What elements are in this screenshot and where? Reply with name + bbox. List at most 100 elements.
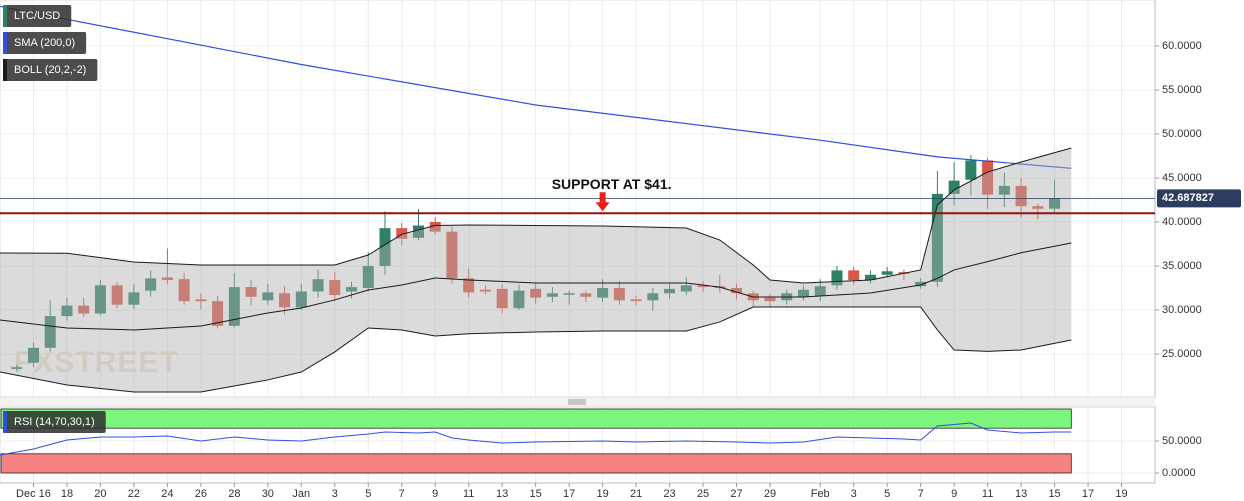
candle-body bbox=[362, 265, 374, 288]
current-price-label: 42.687827 bbox=[1162, 192, 1214, 204]
rsi-zone bbox=[0, 453, 1072, 474]
current-price-box bbox=[1157, 189, 1241, 208]
candle-body bbox=[346, 287, 358, 292]
candle-body bbox=[580, 293, 592, 297]
candle-body bbox=[998, 185, 1010, 195]
candle-body bbox=[948, 180, 960, 194]
x-tick-label: 29 bbox=[764, 488, 776, 500]
legend-swatch bbox=[3, 5, 7, 27]
band-lower bbox=[0, 306, 1072, 393]
annotation: SUPPORT AT $41. bbox=[552, 176, 672, 192]
legend-item: SMA (200,0) bbox=[3, 32, 87, 54]
x-tick-label: 19 bbox=[596, 488, 608, 500]
y-tick-label: 35.0000 bbox=[1162, 260, 1202, 272]
x-tick-label: 30 bbox=[262, 488, 274, 500]
candle-body bbox=[680, 285, 692, 292]
x-tick-label: 17 bbox=[1082, 488, 1094, 500]
y-tick-label: 45.0000 bbox=[1162, 172, 1202, 184]
candle-body bbox=[831, 270, 843, 286]
candle-body bbox=[697, 285, 709, 288]
candle-body bbox=[881, 271, 893, 275]
candle-body bbox=[396, 228, 408, 239]
x-tick-label: 17 bbox=[563, 488, 575, 500]
candle-body bbox=[1015, 185, 1027, 207]
x-tick-label: 9 bbox=[432, 488, 438, 500]
candle-body bbox=[279, 293, 291, 308]
candle-body bbox=[295, 291, 307, 308]
candle-body bbox=[915, 281, 927, 287]
candle-body bbox=[195, 299, 207, 302]
candle-body bbox=[228, 287, 240, 326]
legend-item: RSI (14,70,30,1) bbox=[3, 411, 106, 433]
candle-body bbox=[513, 290, 525, 309]
legend-label: LTC/USD bbox=[14, 10, 60, 22]
annotation-arrow bbox=[595, 192, 610, 212]
candle-body bbox=[11, 367, 23, 369]
legend-box bbox=[3, 411, 106, 433]
candle-body bbox=[245, 287, 257, 297]
y-tick-label: 30.0000 bbox=[1162, 304, 1202, 316]
candle-body bbox=[814, 286, 826, 296]
candle-body bbox=[630, 299, 642, 302]
candle-body bbox=[178, 279, 190, 302]
legend-label: SMA (200,0) bbox=[14, 37, 75, 49]
x-tick-label: 21 bbox=[630, 488, 642, 500]
band-middle bbox=[0, 242, 1072, 331]
x-tick-label: 9 bbox=[951, 488, 957, 500]
candle-body bbox=[864, 274, 876, 281]
candle-body bbox=[530, 288, 542, 298]
legend-label: BOLL (20,2,-2) bbox=[14, 64, 86, 76]
x-tick-label: 24 bbox=[161, 488, 173, 500]
candle-body bbox=[764, 297, 776, 302]
x-tick-label: 7 bbox=[918, 488, 924, 500]
legend-swatch bbox=[3, 411, 7, 433]
x-tick-label: 3 bbox=[851, 488, 857, 500]
candle-body bbox=[848, 270, 860, 281]
x-tick-label: 11 bbox=[982, 488, 993, 500]
legend-label: RSI (14,70,30,1) bbox=[14, 416, 95, 428]
y-tick-label: 50.0000 bbox=[1162, 128, 1202, 140]
x-tick-label: 13 bbox=[1015, 488, 1027, 500]
candle-body bbox=[94, 285, 106, 314]
candle-body bbox=[647, 293, 659, 301]
candle-body bbox=[613, 287, 625, 301]
candle-body bbox=[965, 160, 977, 180]
rsi-zone bbox=[0, 408, 1072, 429]
candle-body bbox=[479, 289, 491, 292]
x-tick-label: 7 bbox=[399, 488, 405, 500]
x-tick-label: 5 bbox=[884, 488, 890, 500]
candle-body bbox=[563, 293, 575, 295]
candle-body bbox=[44, 316, 56, 348]
x-tick-label: 5 bbox=[365, 488, 371, 500]
candle-body bbox=[61, 305, 73, 317]
band-upper bbox=[0, 147, 1072, 284]
candle-body bbox=[78, 305, 90, 314]
legend-item: BOLL (20,2,-2) bbox=[3, 59, 98, 81]
candle-body bbox=[312, 279, 324, 292]
y-tick-label: 0.0000 bbox=[1162, 467, 1196, 479]
x-tick-label: 20 bbox=[94, 488, 106, 500]
band-fill bbox=[0, 147, 1072, 392]
x-tick-label: 13 bbox=[496, 488, 508, 500]
y-tick-label: 50.0000 bbox=[1162, 435, 1202, 447]
watermark: FXSTREET bbox=[14, 346, 179, 379]
candle-body bbox=[111, 285, 123, 305]
candle-body bbox=[446, 231, 458, 279]
x-tick-label: 11 bbox=[463, 488, 474, 500]
candle-body bbox=[145, 278, 157, 291]
y-tick-label: 60.0000 bbox=[1162, 40, 1202, 52]
candle-body bbox=[379, 228, 391, 266]
x-tick-label: Dec 16 bbox=[16, 488, 51, 500]
x-tick-label: 22 bbox=[128, 488, 140, 500]
x-tick-label: 26 bbox=[195, 488, 207, 500]
x-tick-label: 23 bbox=[663, 488, 675, 500]
y-tick-label: 40.0000 bbox=[1162, 216, 1202, 228]
candle-body bbox=[212, 301, 224, 326]
candle-body bbox=[161, 277, 173, 281]
candle-body bbox=[429, 221, 441, 232]
candle-body bbox=[597, 287, 609, 298]
x-tick-label: 27 bbox=[730, 488, 742, 500]
candle-body bbox=[27, 347, 39, 363]
candle-body bbox=[262, 292, 274, 301]
x-tick-label: 15 bbox=[530, 488, 542, 500]
